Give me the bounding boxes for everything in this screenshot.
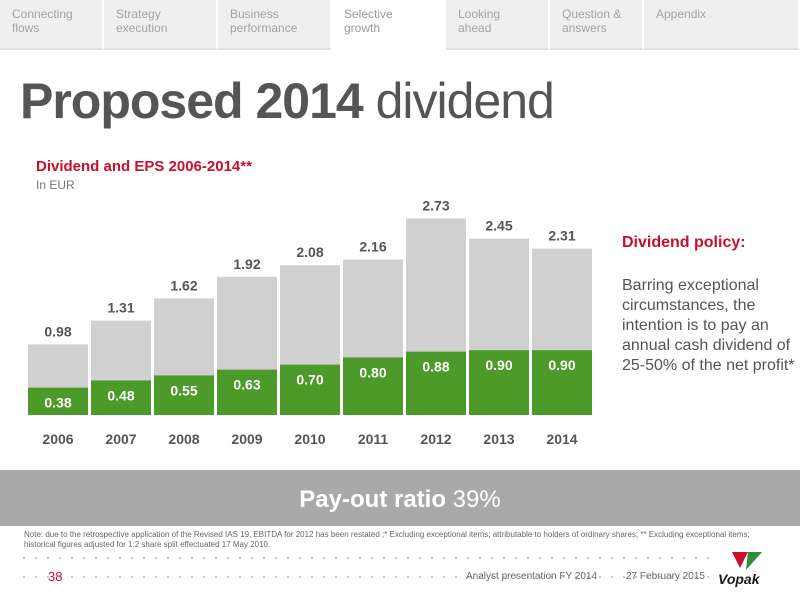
dividend-value-label: 0.80	[359, 364, 386, 380]
dividend-bar	[154, 375, 214, 415]
eps-value-label: 2.16	[359, 238, 386, 254]
x-tick-label: 2008	[168, 431, 199, 447]
nav-tab-label: flows	[12, 21, 40, 35]
dotted-divider-top	[18, 556, 718, 560]
nav-tab-question-answers[interactable]: Question & answers	[550, 0, 644, 50]
nav-tab-label: Strategy	[116, 7, 161, 21]
vopak-logo-text: Vopak	[718, 571, 760, 587]
nav-tab-label: execution	[116, 21, 168, 35]
nav-tab-business-performance[interactable]: Business performance	[218, 0, 332, 50]
dividend-value-label: 0.38	[44, 395, 71, 411]
nav-tab-selective-growth[interactable]: Selective growth	[332, 0, 446, 50]
vopak-logo-icon	[732, 552, 762, 570]
nav-tab-label: Question &	[562, 7, 622, 21]
eps-value-label: 1.31	[107, 300, 134, 316]
dividend-bar	[343, 357, 403, 415]
x-tick-label: 2006	[42, 431, 73, 447]
nav-tab-appendix[interactable]: Appendix	[644, 0, 800, 50]
dividend-value-label: 0.48	[107, 387, 134, 403]
dividend-eps-chart: 0.98 0.38 2006 1.31 0.48 2007 1.62 0.55 2008 1.92…	[28, 197, 592, 447]
chart-unit: In EUR	[36, 178, 75, 192]
eps-value-label: 1.92	[233, 256, 260, 272]
nav-tab-label: Business	[230, 7, 279, 21]
dividend-bar	[406, 351, 466, 415]
dividend-bar	[28, 387, 88, 415]
top-navigation: Connecting flows Strategy execution Business…	[0, 0, 800, 50]
nav-tab-label: performance	[230, 21, 298, 35]
eps-value-label: 2.73	[422, 197, 449, 213]
eps-value-label: 0.98	[44, 323, 71, 339]
dividend-bar	[280, 364, 340, 415]
eps-value-label: 1.62	[170, 277, 197, 293]
page-title: Proposed 2014 dividend	[20, 70, 555, 132]
x-tick-label: 2009	[231, 431, 262, 447]
payout-label: Pay-out ratio	[299, 486, 446, 513]
nav-tab-label: Selective	[344, 7, 393, 21]
x-tick-label: 2013	[483, 431, 514, 447]
nav-tab-strategy-execution[interactable]: Strategy execution	[104, 0, 218, 50]
eps-value-label: 2.45	[485, 218, 512, 234]
x-tick-label: 2010	[294, 431, 325, 447]
eps-value-label: 2.31	[548, 228, 575, 244]
page-title-bold: Proposed 2014	[20, 73, 364, 129]
eps-value-label: 2.08	[296, 244, 323, 260]
nav-tab-label: growth	[344, 21, 381, 35]
nav-tab-label: answers	[562, 21, 607, 35]
dividend-value-label: 0.90	[548, 357, 575, 373]
x-tick-label: 2012	[420, 431, 451, 447]
nav-tab-label: ahead	[458, 21, 492, 35]
page-title-light: dividend	[362, 73, 555, 129]
payout-ratio-banner: Pay-out ratio 39%	[0, 470, 800, 526]
dividend-bar	[532, 350, 592, 415]
x-tick-label: 2014	[546, 431, 577, 447]
dividend-bar	[91, 380, 151, 415]
dividend-value-label: 0.63	[233, 377, 260, 393]
nav-tab-looking-ahead[interactable]: Looking ahead	[446, 0, 550, 50]
footnote: Note: due to the retrospective applicati…	[24, 530, 750, 549]
dividend-bar	[469, 350, 529, 415]
dotted-divider-bottom	[18, 575, 718, 579]
dividend-value-label: 0.55	[170, 382, 197, 398]
nav-tab-label: Appendix	[656, 7, 707, 21]
presentation-name: Analyst presentation FY 2014	[466, 571, 598, 582]
chart-title: Dividend and EPS 2006-2014**	[36, 158, 252, 175]
payout-value: 39%	[452, 486, 501, 513]
nav-tab-label: Connecting	[12, 7, 73, 21]
page-number: 38	[48, 569, 63, 584]
dividend-value-label: 0.88	[422, 359, 449, 375]
dividend-value-label: 0.70	[296, 372, 323, 388]
presentation-date: 27 February 2015	[626, 571, 705, 582]
x-tick-label: 2007	[105, 431, 136, 447]
dividend-policy-title: Dividend policy:	[622, 234, 746, 251]
dividend-policy-text: Barring exceptional circumstances, the i…	[622, 277, 795, 374]
nav-tab-connecting-flows[interactable]: Connecting flows	[0, 0, 104, 50]
nav-tab-label: Looking	[458, 7, 501, 21]
dividend-bar	[217, 369, 277, 415]
dividend-value-label: 0.90	[485, 357, 512, 373]
x-tick-label: 2011	[358, 431, 389, 447]
